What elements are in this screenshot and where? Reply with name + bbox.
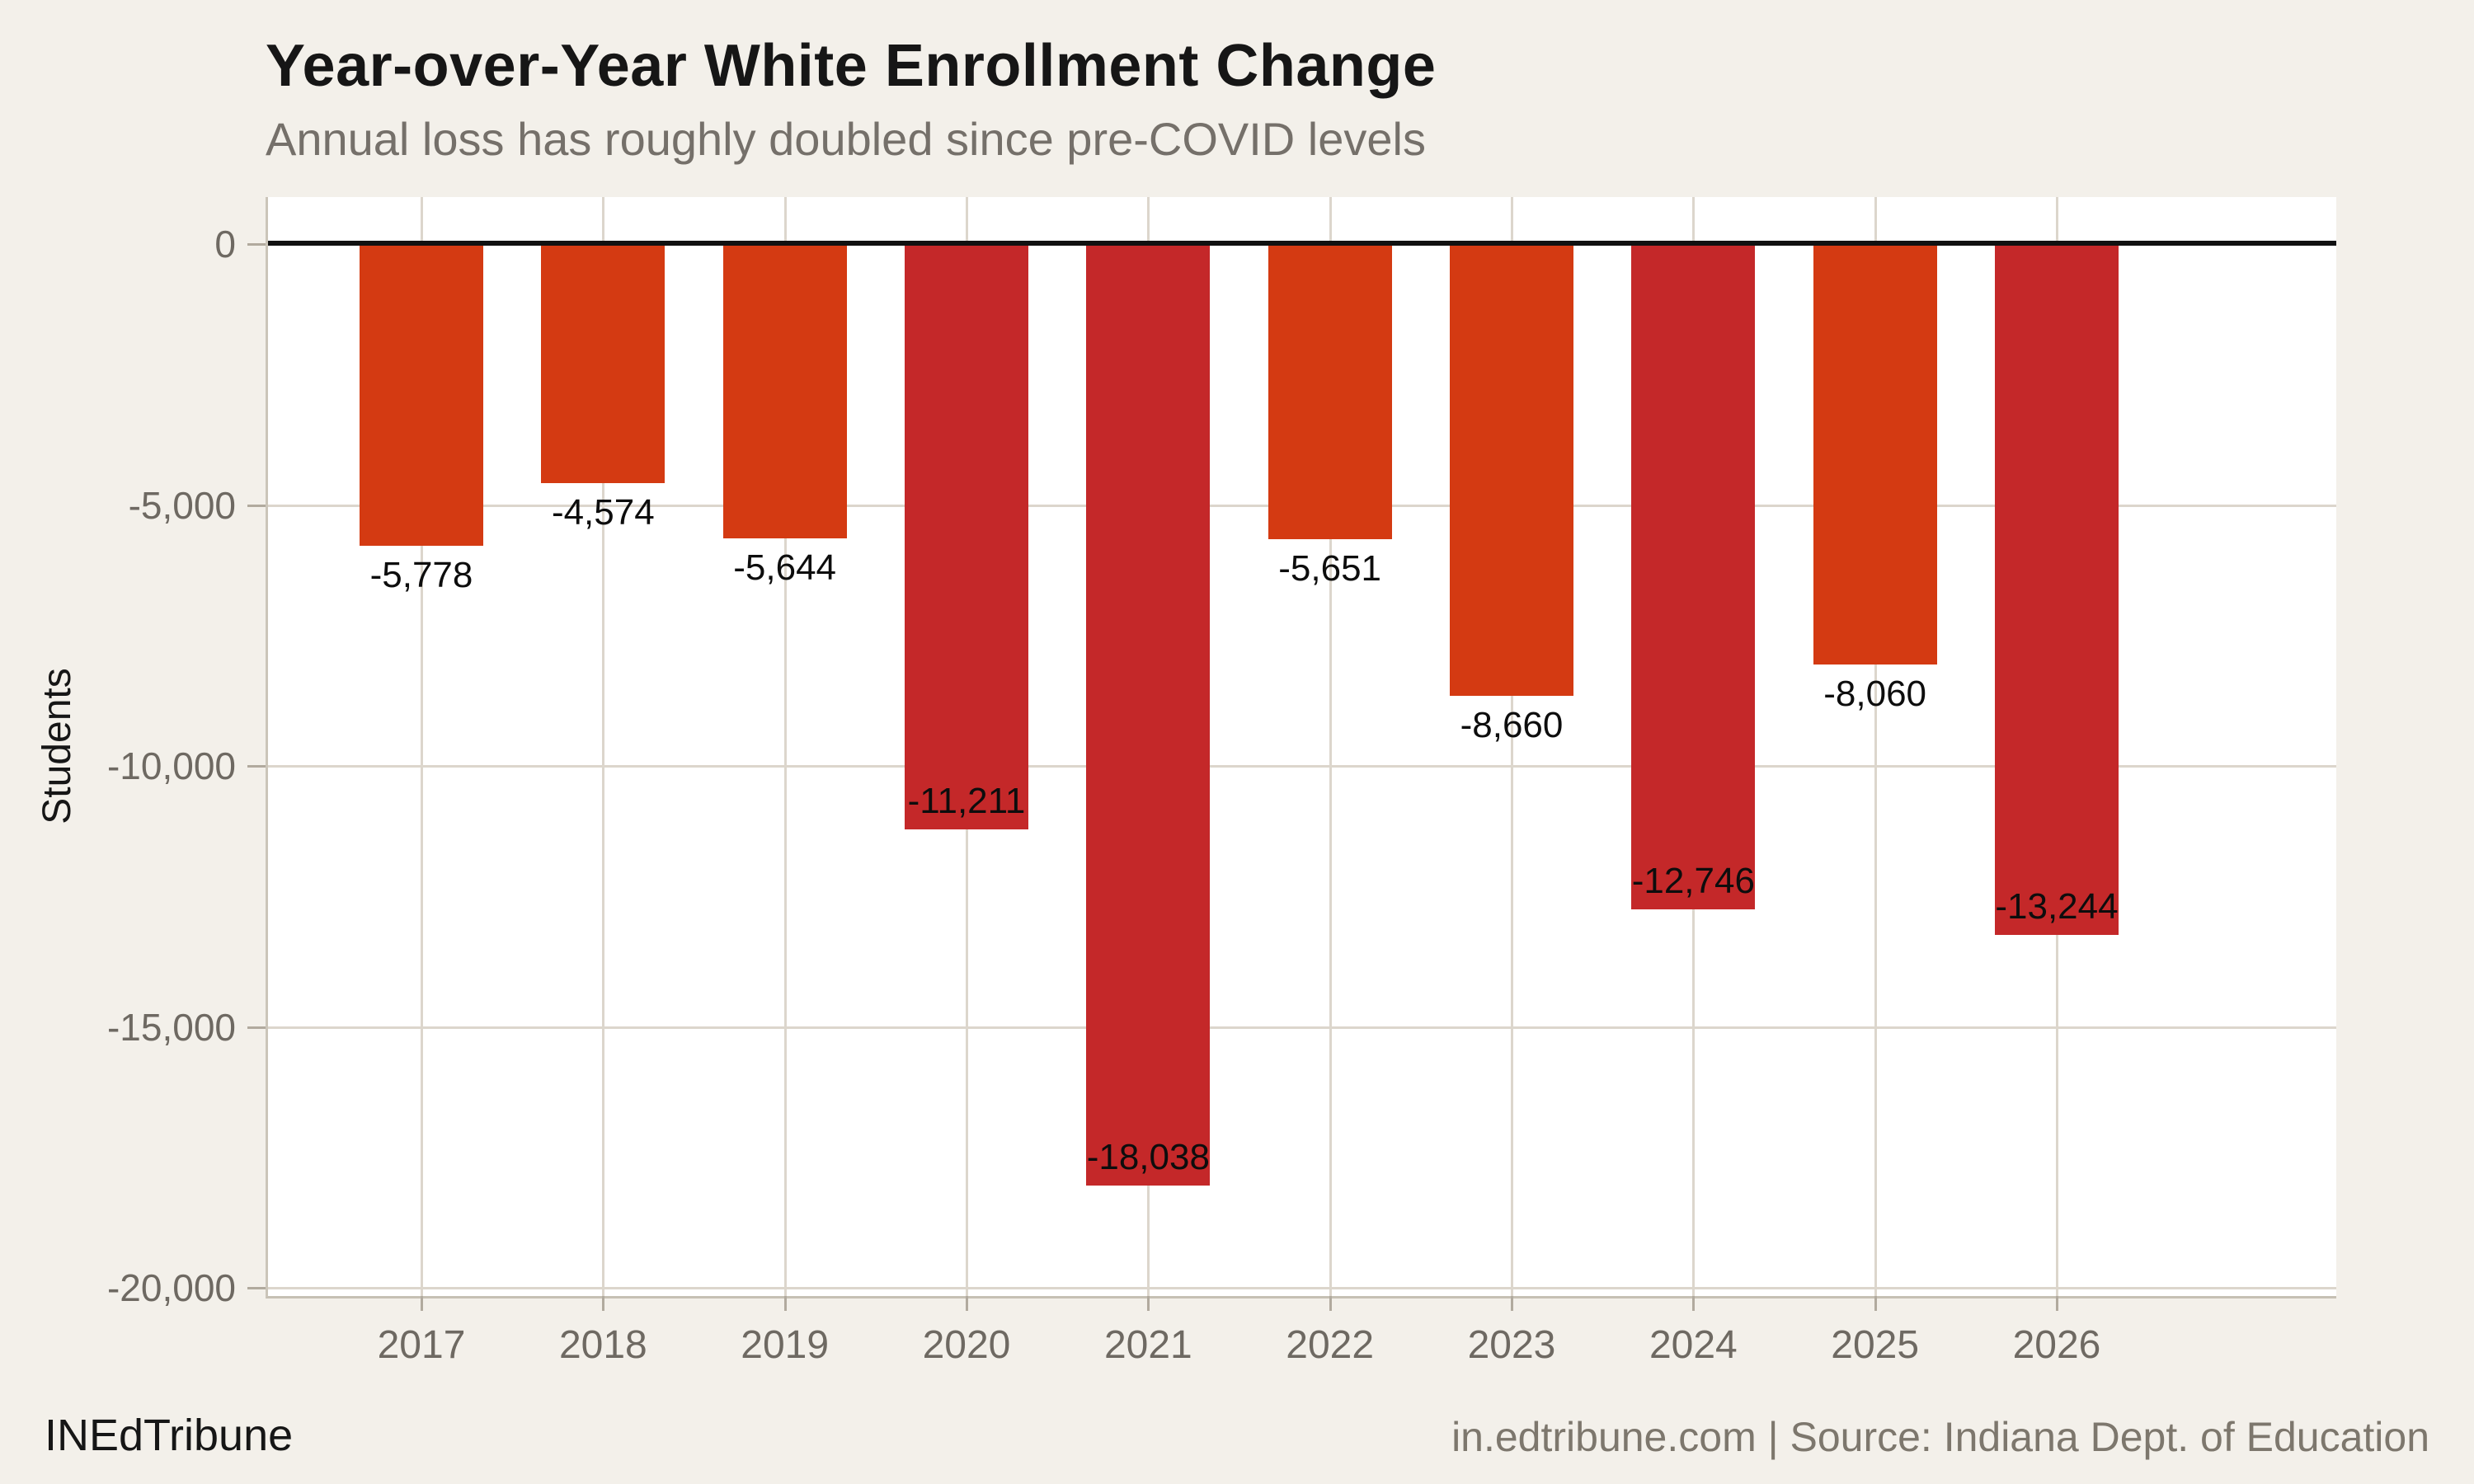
bar xyxy=(1086,244,1211,1186)
bar xyxy=(541,244,666,483)
footer-attribution: in.edtribune.com | Source: Indiana Dept.… xyxy=(1451,1414,2429,1460)
x-tick-mark xyxy=(1692,1296,1696,1311)
y-tick-mark xyxy=(247,1287,266,1289)
y-tick-mark xyxy=(247,504,266,507)
bar xyxy=(1449,244,1573,697)
x-grid-line xyxy=(602,197,605,1296)
bar-value-label: -12,746 xyxy=(1631,860,1755,901)
y-tick-mark xyxy=(247,765,266,768)
y-axis-title: Students xyxy=(35,668,79,824)
x-tick-label: 2019 xyxy=(741,1323,830,1367)
x-grid-line xyxy=(1329,197,1332,1296)
plot-area: 0 -5,000 -10,000 -15,000 -20,000 2017 -5,778 20… xyxy=(107,197,2336,1365)
x-tick-label: 2022 xyxy=(1286,1323,1375,1367)
zero-baseline xyxy=(268,241,2336,246)
y-tick-label: -5,000 xyxy=(128,483,236,527)
x-tick-label: 2026 xyxy=(2012,1323,2101,1367)
y-tick-mark xyxy=(247,1026,266,1029)
x-tick-mark xyxy=(1510,1296,1513,1311)
x-tick-label: 2024 xyxy=(1649,1323,1738,1367)
x-tick-mark xyxy=(965,1296,968,1311)
bar-value-label: -5,644 xyxy=(733,547,837,589)
bar-value-label: -4,574 xyxy=(551,491,655,533)
y-grid-line xyxy=(268,1287,2336,1289)
x-tick-mark xyxy=(602,1296,605,1311)
chart-title: Year-over-Year White Enrollment Change xyxy=(266,33,1437,99)
x-tick-mark xyxy=(421,1296,423,1311)
x-tick-mark xyxy=(1874,1296,1877,1311)
y-grid-line xyxy=(268,765,2336,768)
x-tick-label: 2020 xyxy=(922,1323,1011,1367)
y-tick-label: -10,000 xyxy=(106,744,236,787)
x-grid-line xyxy=(783,197,787,1296)
bar-value-label: -11,211 xyxy=(907,780,1026,821)
x-grid-line xyxy=(1510,197,1513,1296)
bar xyxy=(722,244,847,539)
x-tick-label: 2025 xyxy=(1831,1323,1920,1367)
x-grid-line xyxy=(1874,197,1877,1296)
bar-value-label: -13,244 xyxy=(1995,886,2119,928)
x-tick-mark xyxy=(2055,1296,2058,1311)
y-tick-label: 0 xyxy=(214,223,236,265)
x-grid-line xyxy=(421,197,423,1296)
x-tick-label: 2021 xyxy=(1103,1323,1192,1367)
y-tick-mark xyxy=(247,243,266,246)
chart-subtitle: Annual loss has roughly doubled since pr… xyxy=(266,113,1426,165)
y-tick-label: -20,000 xyxy=(106,1266,236,1309)
bar xyxy=(1994,244,2119,936)
bar xyxy=(1813,244,1937,665)
x-tick-label: 2017 xyxy=(377,1323,466,1367)
bar-value-label: -5,778 xyxy=(369,554,473,595)
bar-value-label: -8,660 xyxy=(1460,705,1564,746)
bar xyxy=(1631,244,1756,909)
bar xyxy=(360,244,483,546)
bar-value-label: -5,651 xyxy=(1278,547,1382,589)
x-tick-mark xyxy=(1147,1296,1150,1311)
y-tick-label: -15,000 xyxy=(106,1005,236,1049)
bar xyxy=(904,244,1028,829)
bar-value-label: -8,060 xyxy=(1823,674,1927,715)
y-grid-line xyxy=(268,1026,2336,1029)
x-tick-mark xyxy=(783,1296,787,1311)
x-tick-label: 2023 xyxy=(1467,1323,1556,1367)
bar-value-label: -18,038 xyxy=(1086,1136,1210,1177)
x-tick-mark xyxy=(1329,1296,1332,1311)
bar xyxy=(1268,244,1392,539)
footer-brand: INEdTribune xyxy=(45,1411,294,1460)
x-tick-label: 2018 xyxy=(558,1323,647,1367)
